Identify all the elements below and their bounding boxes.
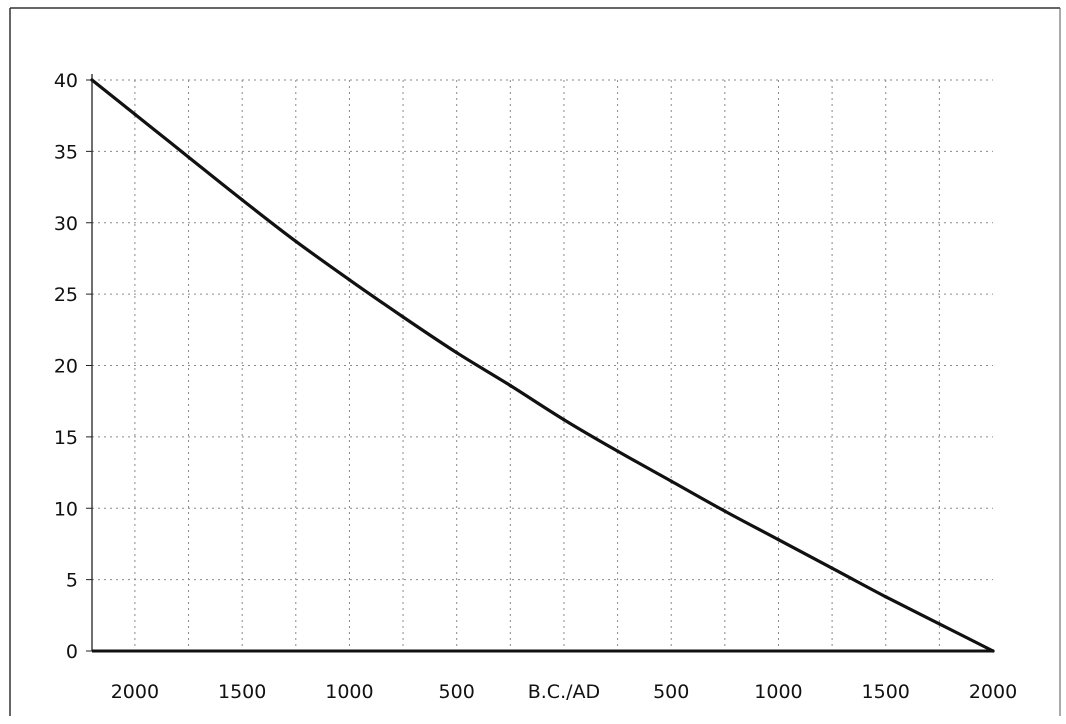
y-tick-label: 15 — [54, 427, 78, 449]
x-tick-label: 1500 — [218, 681, 266, 703]
data-point — [723, 509, 727, 513]
y-tick-label: 0 — [66, 641, 78, 663]
series-layer — [90, 78, 995, 653]
y-tick-label: 5 — [66, 570, 78, 592]
y-tick-label: 30 — [54, 213, 78, 235]
data-point — [615, 449, 620, 453]
x-tick-label: 500 — [439, 681, 475, 703]
y-tick-label: 10 — [54, 498, 78, 520]
x-tick-label: 2000 — [111, 681, 159, 703]
data-point — [937, 622, 941, 626]
data-point — [669, 479, 673, 483]
x-tick-label: 1500 — [862, 681, 910, 703]
x-tick-label: 1000 — [325, 681, 373, 703]
grid — [92, 79, 993, 651]
data-point — [884, 595, 888, 599]
x-tick-label: 1000 — [754, 681, 802, 703]
data-point — [562, 418, 566, 422]
data-point — [90, 78, 94, 82]
data-point — [455, 351, 459, 355]
y-tick-label: 25 — [54, 284, 78, 306]
data-point — [401, 315, 405, 319]
x-tick-labels: 2000 1500 1000 500 B.C./AD 500 1000 1500 2000 — [111, 681, 1017, 703]
data-point — [186, 155, 191, 159]
y-tick-label: 35 — [54, 141, 78, 163]
data-point — [347, 278, 352, 282]
x-tick-label: B.C./AD — [528, 681, 600, 703]
data-point — [776, 538, 781, 542]
data-point — [991, 649, 995, 653]
data-point — [294, 239, 298, 243]
axes — [86, 74, 993, 653]
y-tick-label: 20 — [54, 356, 78, 378]
x-tick-label: 2000 — [969, 681, 1017, 703]
y-tick-label: 40 — [54, 70, 78, 92]
x-tick-label: 500 — [653, 681, 689, 703]
y-tick-labels: 0 5 10 15 20 25 30 35 40 — [54, 70, 78, 663]
data-point — [508, 383, 512, 388]
data-point — [240, 198, 244, 202]
data-point — [830, 566, 834, 570]
data-point — [133, 112, 137, 116]
